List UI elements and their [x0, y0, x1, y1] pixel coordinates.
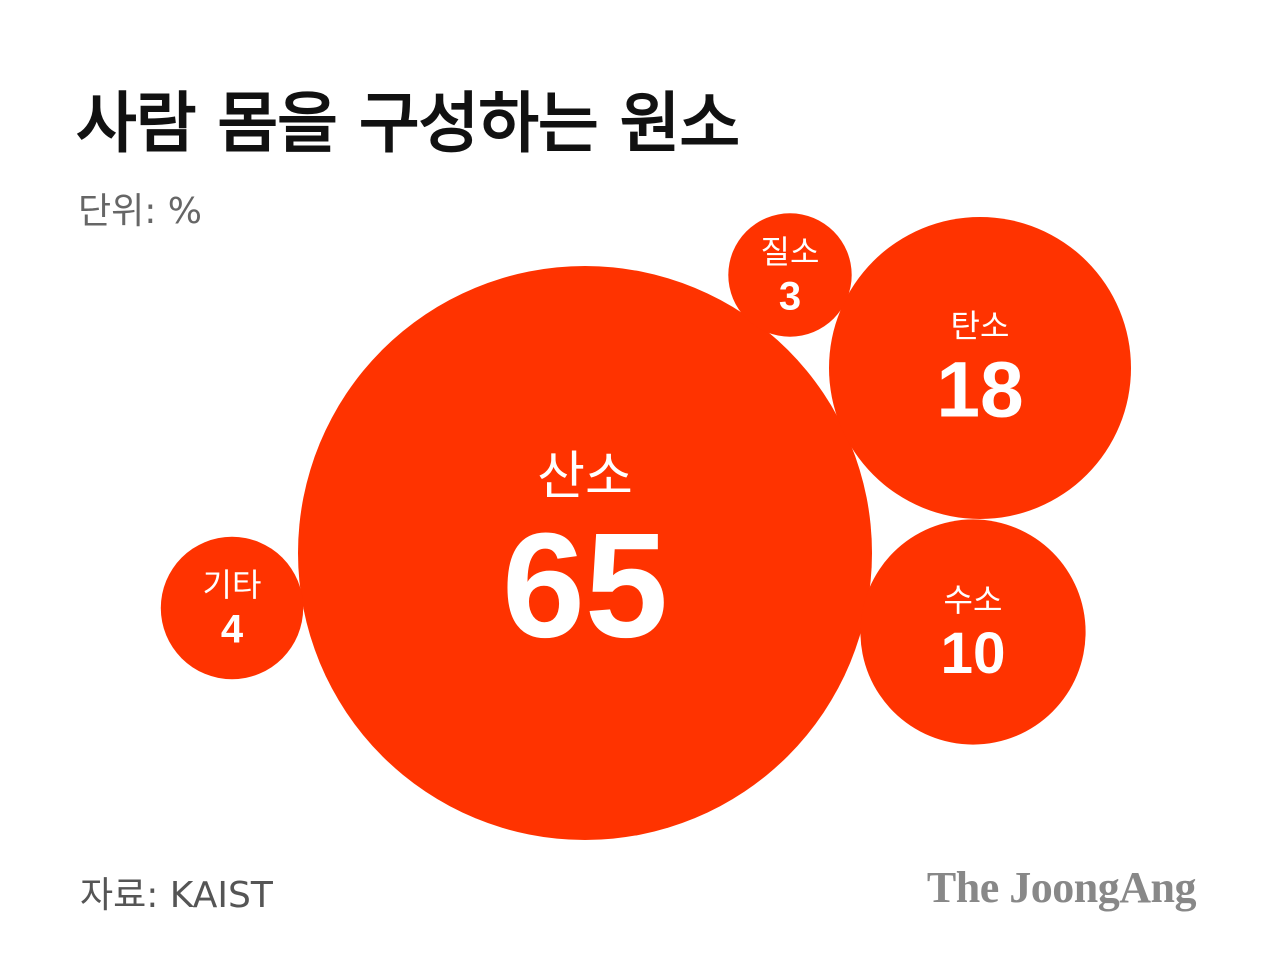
- bubble-value-carbon: 18: [936, 345, 1023, 433]
- bubble-label-hydrogen: 수소: [944, 581, 1003, 619]
- unit-label: 단위: %: [78, 191, 203, 232]
- bubble-label-other: 기타: [203, 566, 262, 604]
- bubble-value-hydrogen: 10: [940, 621, 1005, 686]
- bubble-value-other: 4: [221, 607, 244, 651]
- bubble-hydrogen: [860, 519, 1086, 745]
- bubble-nitrogen: [728, 213, 852, 337]
- bubble-carbon: [829, 217, 1131, 519]
- bubble-label-carbon: 탄소: [951, 307, 1010, 345]
- bubble-label-nitrogen: 질소: [761, 233, 820, 271]
- source-label: 자료: KAIST: [80, 875, 273, 916]
- brand-logo: The JoongAng: [926, 863, 1197, 912]
- bubble-value-oxygen: 65: [502, 502, 668, 669]
- bubble-other: [160, 536, 304, 680]
- bubble-label-oxygen: 산소: [537, 447, 633, 507]
- chart-title: 사람 몸을 구성하는 원소: [76, 85, 740, 162]
- bubble-value-nitrogen: 3: [779, 274, 801, 318]
- bubble-oxygen: [298, 266, 872, 840]
